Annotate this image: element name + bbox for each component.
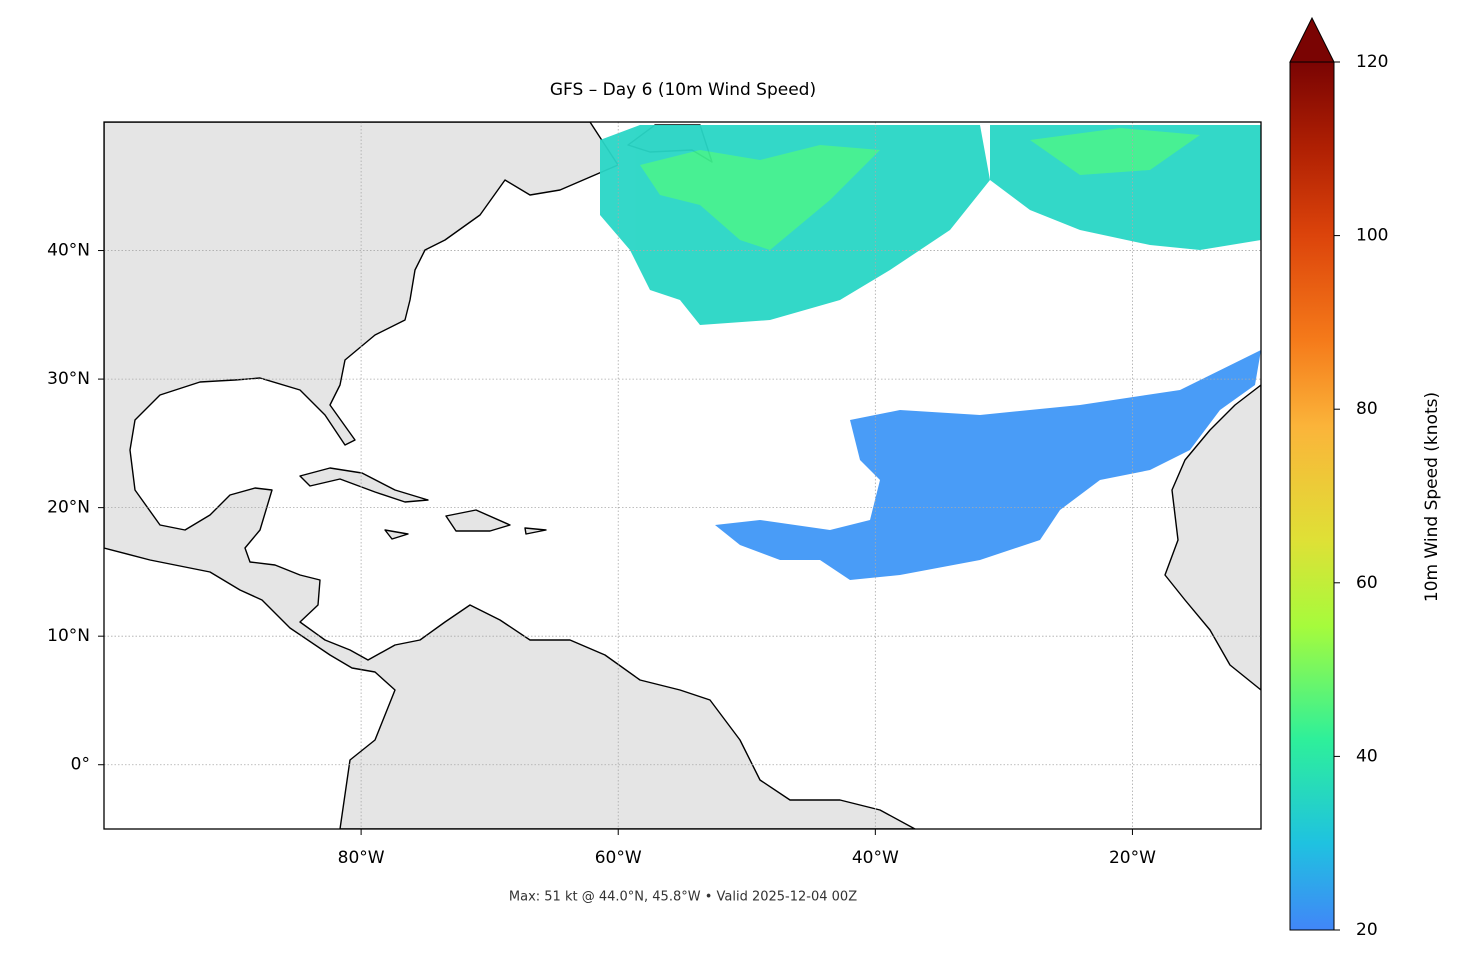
colorbar-tick-label: 60 [1356,573,1378,593]
x-tick-label: 40°W [852,848,899,868]
colorbar-label: 10m Wind Speed (knots) [1422,392,1442,602]
hispaniola [445,509,511,532]
footer-note: Max: 51 kt @ 44.0°N, 45.8°W • Valid 2025… [509,890,857,905]
colorbar-tick-label: 20 [1356,920,1378,940]
jamaica [384,529,409,540]
gridlines [104,122,1261,829]
x-tick-label: 80°W [338,848,385,868]
x-tick-label: 60°W [595,848,642,868]
colorbar-tick-label: 100 [1356,226,1388,246]
y-tick-label: 20°N [47,498,90,518]
wind-region [640,145,880,250]
colorbar-tick-label: 40 [1356,746,1378,766]
y-tick-label: 0° [71,755,90,775]
wind-field [600,125,1261,580]
puerto-rico [524,527,547,535]
map-frame [103,121,1262,830]
colorbar-frame [1289,61,1335,931]
americas [104,122,916,829]
y-tick-label: 30°N [47,369,90,389]
map-area [104,122,1261,829]
y-tick-label: 10°N [47,626,90,646]
map-title: GFS – Day 6 (10m Wind Speed) [550,80,816,100]
colorbar-tick-label: 80 [1356,399,1378,419]
wind-region [1030,128,1200,175]
colorbar-extend [1289,16,1335,63]
y-tick-label: 40°N [47,241,90,261]
africa [1164,384,1261,691]
colorbar [1290,62,1334,930]
x-tick-label: 20°W [1109,848,1156,868]
cuba [299,467,429,503]
colorbar-tick-label: 120 [1356,52,1388,72]
wind-region [715,350,1261,580]
